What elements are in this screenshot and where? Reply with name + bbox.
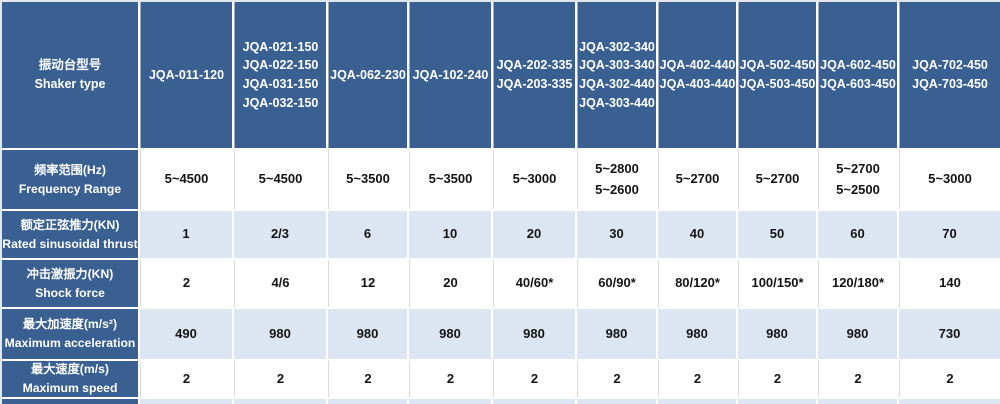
thrust-cell: 20 xyxy=(493,211,575,258)
thrust-cell: 1 xyxy=(140,211,232,258)
partial-row-cell xyxy=(234,399,326,404)
partial-row-cell xyxy=(658,399,736,404)
accel-cell: 980 xyxy=(493,309,575,359)
col-header-jqa-602-group: JQA-602-450 JQA-603-450 xyxy=(818,2,897,148)
partial-row-cell xyxy=(577,399,656,404)
accel-cell: 980 xyxy=(577,309,656,359)
partial-row-cell xyxy=(493,399,575,404)
freq-cell: 5~3500 xyxy=(328,150,407,209)
thrust-cell: 60 xyxy=(818,211,897,258)
freq-cell: 5~2700 xyxy=(658,150,736,209)
row-label-rated-sinusoidal-thrust: 额定正弦推力(KN) Rated sinusoidal thrust xyxy=(2,211,138,258)
shock-cell: 100/150* xyxy=(738,260,816,307)
accel-cell: 980 xyxy=(234,309,326,359)
shock-cell: 20 xyxy=(409,260,491,307)
shock-cell: 60/90* xyxy=(577,260,656,307)
accel-cell: 980 xyxy=(738,309,816,359)
speed-cell: 2 xyxy=(409,361,491,397)
accel-cell: 980 xyxy=(658,309,736,359)
col-header-jqa-011-120: JQA-011-120 xyxy=(140,2,232,148)
accel-cell: 980 xyxy=(409,309,491,359)
partial-row-cell xyxy=(899,399,1000,404)
col-header-jqa-702-group: JQA-702-450 JQA-703-450 xyxy=(899,2,1000,148)
col-header-jqa-302-group: JQA-302-340 JQA-303-340 JQA-302-440 JQA-… xyxy=(577,2,656,148)
shock-cell: 40/60* xyxy=(493,260,575,307)
speed-cell: 2 xyxy=(328,361,407,397)
speed-cell: 2 xyxy=(658,361,736,397)
col-header-jqa-021-group: JQA-021-150 JQA-022-150 JQA-031-150 JQA-… xyxy=(234,2,326,148)
partial-row-cell xyxy=(738,399,816,404)
speed-cell: 2 xyxy=(899,361,1000,397)
thrust-cell: 2/3 xyxy=(234,211,326,258)
col-header-jqa-202-group: JQA-202-335 JQA-203-335 xyxy=(493,2,575,148)
speed-cell: 2 xyxy=(738,361,816,397)
partial-row-label-cell xyxy=(2,399,138,404)
speed-cell: 2 xyxy=(818,361,897,397)
freq-cell: 5~4500 xyxy=(234,150,326,209)
freq-cell: 5~2800 5~2600 xyxy=(577,150,656,209)
shock-cell: 4/6 xyxy=(234,260,326,307)
partial-row-cell xyxy=(328,399,407,404)
thrust-cell: 40 xyxy=(658,211,736,258)
freq-cell: 5~3000 xyxy=(493,150,575,209)
col-header-jqa-062-230: JQA-062-230 xyxy=(328,2,407,148)
speed-cell: 2 xyxy=(493,361,575,397)
row-label-maximum-acceleration: 最大加速度(m/s²) Maximum acceleration xyxy=(2,309,138,359)
thrust-cell: 50 xyxy=(738,211,816,258)
speed-cell: 2 xyxy=(234,361,326,397)
speed-cell: 2 xyxy=(577,361,656,397)
thrust-cell: 70 xyxy=(899,211,1000,258)
partial-row-cell xyxy=(140,399,232,404)
freq-cell: 5~3500 xyxy=(409,150,491,209)
shock-cell: 2 xyxy=(140,260,232,307)
partial-row-cell xyxy=(409,399,491,404)
row-label-frequency-range: 频率范围(Hz) Frequency Range xyxy=(2,150,138,209)
shock-cell: 80/120* xyxy=(658,260,736,307)
freq-cell: 5~2700 xyxy=(738,150,816,209)
accel-cell: 730 xyxy=(899,309,1000,359)
thrust-cell: 30 xyxy=(577,211,656,258)
corner-header-shaker-type: 振动台型号 Shaker type xyxy=(2,2,138,148)
thrust-cell: 6 xyxy=(328,211,407,258)
thrust-cell: 10 xyxy=(409,211,491,258)
freq-cell: 5~4500 xyxy=(140,150,232,209)
shock-cell: 12 xyxy=(328,260,407,307)
accel-cell: 980 xyxy=(328,309,407,359)
row-label-maximum-speed: 最大速度(m/s) Maximum speed xyxy=(2,361,138,397)
col-header-jqa-102-240: JQA-102-240 xyxy=(409,2,491,148)
accel-cell: 490 xyxy=(140,309,232,359)
col-header-jqa-502-group: JQA-502-450 JQA-503-450 xyxy=(738,2,816,148)
shock-cell: 120/180* xyxy=(818,260,897,307)
freq-cell: 5~2700 5~2500 xyxy=(818,150,897,209)
speed-cell: 2 xyxy=(140,361,232,397)
shock-cell: 140 xyxy=(899,260,1000,307)
row-label-shock-force: 冲击激振力(KN) Shock force xyxy=(2,260,138,307)
partial-row-cell xyxy=(818,399,897,404)
accel-cell: 980 xyxy=(818,309,897,359)
freq-cell: 5~3000 xyxy=(899,150,1000,209)
col-header-jqa-402-group: JQA-402-440 JQA-403-440 xyxy=(658,2,736,148)
